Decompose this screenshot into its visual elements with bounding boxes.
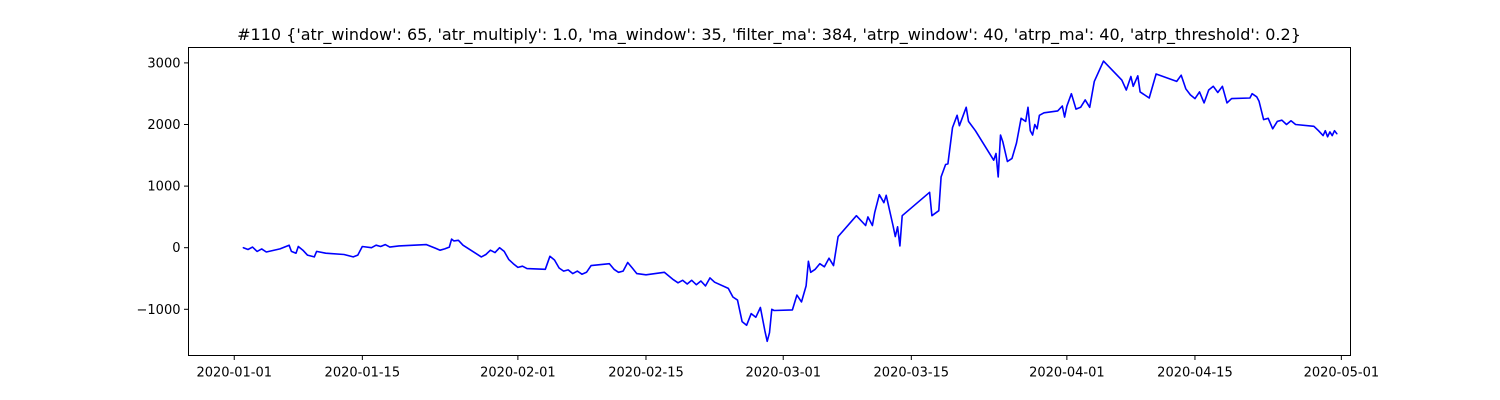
x-tick-label: 2020-04-15 (1157, 366, 1233, 381)
x-tick-label: 2020-03-15 (874, 366, 950, 381)
y-tick-label: 1000 (147, 180, 180, 195)
x-tick-label: 2020-02-01 (480, 366, 556, 381)
x-tick-label: 2020-02-15 (608, 366, 684, 381)
y-tick-label: 3000 (147, 56, 180, 71)
y-tick-label: −1000 (137, 303, 181, 318)
series-line (242, 60, 1338, 343)
plot-area (242, 60, 1338, 343)
x-tick-label: 2020-03-01 (745, 366, 821, 381)
x-tick-label: 2020-01-01 (196, 366, 272, 381)
x-tick-label: 2020-05-01 (1304, 366, 1380, 381)
y-tick-label: 2000 (147, 118, 180, 133)
x-tick-label: 2020-04-01 (1029, 366, 1105, 381)
y-tick-label: 0 (172, 241, 180, 256)
x-axis: 2020-01-01 2020-01-15 2020-02-01 2020-02-15… (196, 355, 1380, 381)
chart-title: #110 {'atr_window': 65, 'atr_multiply': … (237, 25, 1301, 45)
y-axis: 3000 2000 1000 0 −1000 (137, 56, 189, 318)
x-tick-label: 2020-01-15 (325, 366, 401, 381)
axes-frame (188, 47, 1351, 356)
